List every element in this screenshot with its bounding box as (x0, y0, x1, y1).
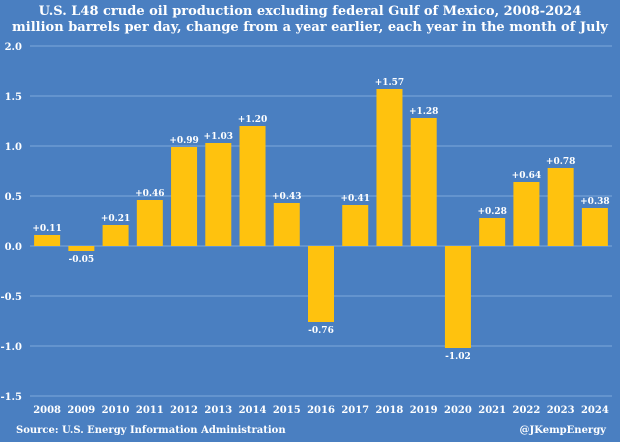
x-tick-label: 2013 (204, 405, 232, 416)
bar (273, 203, 300, 246)
data-label: +0.46 (135, 189, 164, 199)
x-tick-label: 2018 (376, 405, 404, 416)
data-label: +0.28 (477, 207, 506, 217)
bar (102, 225, 129, 246)
x-tick-label: 2008 (33, 405, 61, 416)
x-tick-label: 2017 (341, 405, 369, 416)
data-label: +0.41 (341, 194, 370, 204)
author-credit: @JKempEnergy (519, 425, 606, 436)
bar (136, 200, 163, 246)
x-tick-label: 2012 (170, 405, 198, 416)
y-tick-label: 0.5 (5, 192, 22, 203)
chart-title: U.S. L48 crude oil production excluding … (38, 4, 582, 19)
x-tick-label: 2021 (478, 405, 506, 416)
x-tick-label: 2011 (136, 405, 164, 416)
data-label: +0.38 (580, 197, 609, 207)
y-tick-label: 2.0 (5, 42, 22, 53)
data-label: -1.02 (445, 352, 471, 362)
x-tick-label: 2010 (102, 405, 130, 416)
data-label: +0.43 (272, 192, 301, 202)
x-tick-label: 2023 (547, 405, 575, 416)
bar (308, 246, 334, 322)
data-label: +1.57 (375, 78, 404, 88)
bar (479, 218, 506, 246)
data-label: -0.05 (69, 255, 95, 265)
x-tick-label: 2020 (444, 405, 472, 416)
bar (239, 126, 266, 246)
bar (376, 89, 403, 246)
data-label: +0.99 (169, 136, 198, 146)
data-label: +0.78 (546, 157, 575, 167)
bar (547, 168, 574, 246)
y-tick-label: 1.0 (5, 142, 22, 153)
bar (68, 246, 95, 251)
y-tick-label: 1.5 (5, 92, 22, 103)
data-label: +1.03 (204, 132, 233, 142)
data-label: +0.64 (512, 171, 541, 181)
x-tick-label: 2019 (410, 405, 438, 416)
bar (205, 143, 232, 246)
bar (581, 208, 608, 246)
bar (342, 205, 369, 246)
x-tick-label: 2016 (307, 405, 335, 416)
x-tick-label: 2014 (239, 405, 267, 416)
chart-subtitle: million barrels per day, change from a y… (12, 20, 608, 35)
y-tick-label: -1.5 (0, 392, 22, 403)
x-tick-label: 2024 (581, 405, 609, 416)
data-label: -0.76 (308, 326, 334, 336)
y-tick-label: 0.0 (5, 242, 22, 253)
y-tick-label: -1.0 (0, 342, 22, 353)
data-label: +1.20 (238, 115, 267, 125)
data-label: +1.28 (409, 107, 438, 117)
bar (171, 147, 198, 246)
x-tick-label: 2022 (512, 405, 540, 416)
bar (444, 246, 471, 348)
x-tick-label: 2015 (273, 405, 301, 416)
bar (410, 118, 437, 246)
x-tick-label: 2009 (67, 405, 95, 416)
bar (34, 235, 61, 246)
data-label: +0.11 (32, 224, 61, 234)
bar (513, 182, 540, 246)
source-note: Source: U.S. Energy Information Administ… (16, 425, 286, 436)
y-tick-label: -0.5 (0, 292, 22, 303)
data-label: +0.21 (101, 214, 130, 224)
